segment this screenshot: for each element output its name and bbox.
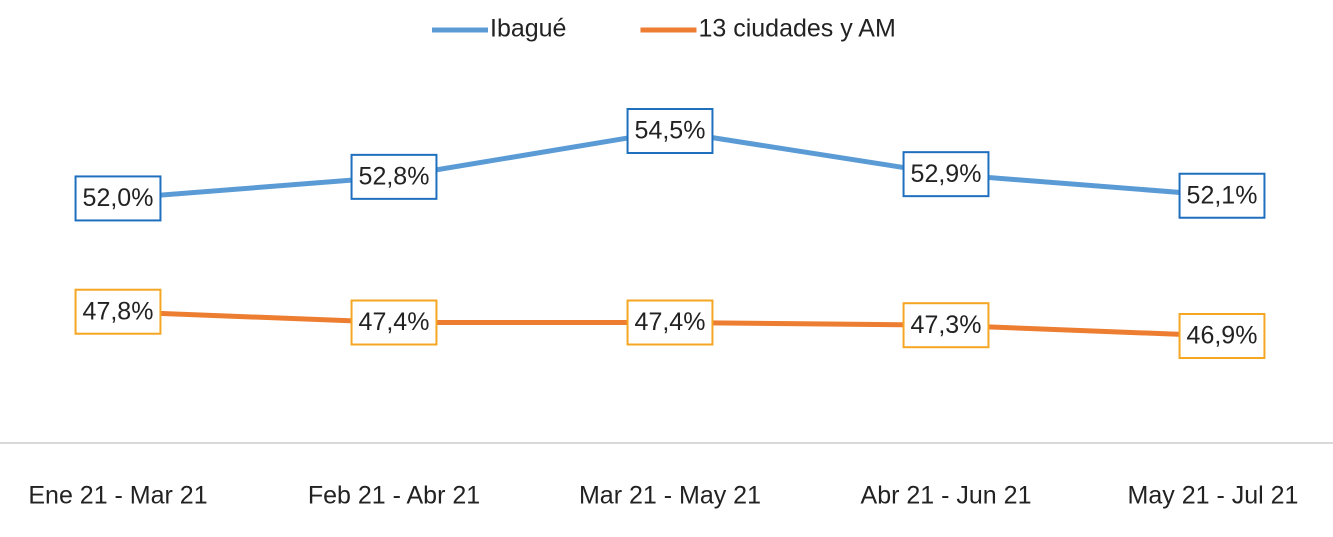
x-tick-label: Feb 21 - Abr 21 <box>308 482 480 510</box>
data-label: 52,1% <box>1178 172 1266 219</box>
data-label-text: 47,8% <box>83 297 154 325</box>
x-tick-label: Mar 21 - May 21 <box>579 482 761 510</box>
data-label: 52,8% <box>350 153 438 200</box>
x-tick-label: Abr 21 - Jun 21 <box>861 482 1032 510</box>
data-label-text: 52,9% <box>911 160 982 188</box>
data-label-box <box>74 288 162 335</box>
x-tick-label: Ene 21 - Mar 21 <box>28 482 207 510</box>
data-label-box <box>626 299 714 346</box>
data-label-box <box>902 302 990 349</box>
data-label-box <box>1178 172 1266 219</box>
data-label: 54,5% <box>626 108 714 154</box>
data-label-text: 52,0% <box>83 184 154 212</box>
data-label: 47,4% <box>350 299 438 346</box>
data-label: 52,0% <box>74 175 162 222</box>
data-label-text: 47,4% <box>359 308 430 336</box>
data-label: 47,8% <box>74 288 162 335</box>
data-label-box <box>1178 313 1266 359</box>
legend-label: 13 ciudades y AM <box>698 15 895 43</box>
data-label-box <box>902 151 990 198</box>
x-tick-label: May 21 - Jul 21 <box>1128 482 1299 510</box>
data-label: 46,9% <box>1178 313 1266 359</box>
legend-label: Ibagué <box>490 15 566 43</box>
data-label-box <box>74 175 162 222</box>
data-label-box <box>350 153 438 200</box>
data-label-text: 54,5% <box>635 117 706 145</box>
data-label-box <box>350 299 438 346</box>
data-label-text: 52,1% <box>1187 181 1258 209</box>
data-label-box <box>626 108 714 154</box>
data-label: 47,4% <box>626 299 714 346</box>
data-label: 52,9% <box>902 151 990 198</box>
data-label-text: 47,3% <box>911 311 982 339</box>
data-label-text: 52,8% <box>359 162 430 190</box>
data-label: 47,3% <box>902 302 990 349</box>
data-label-text: 46,9% <box>1187 322 1258 350</box>
data-label-text: 47,4% <box>635 308 706 336</box>
